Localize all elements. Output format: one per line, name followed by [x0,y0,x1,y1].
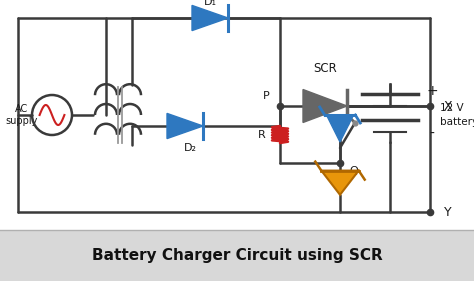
Polygon shape [303,90,347,123]
Text: Q: Q [350,166,358,176]
Polygon shape [321,171,359,195]
Text: Y: Y [444,205,452,219]
Text: D₂: D₂ [183,143,197,153]
Polygon shape [167,114,203,139]
Text: SCR: SCR [313,62,337,74]
Text: P: P [263,91,269,101]
Bar [0,230,474,281]
Text: 12 V: 12 V [440,103,464,113]
Text: R: R [258,130,266,139]
Text: X: X [444,99,453,112]
Text: +: + [426,84,438,98]
Polygon shape [327,115,354,142]
Text: battery: battery [440,117,474,127]
Text: AC
supply: AC supply [6,104,38,126]
Text: D₁: D₁ [203,0,217,7]
Text: -: - [429,127,435,141]
Polygon shape [192,5,228,31]
Bar [0,0,474,230]
Text: Battery Charger Circuit using SCR: Battery Charger Circuit using SCR [91,248,383,263]
